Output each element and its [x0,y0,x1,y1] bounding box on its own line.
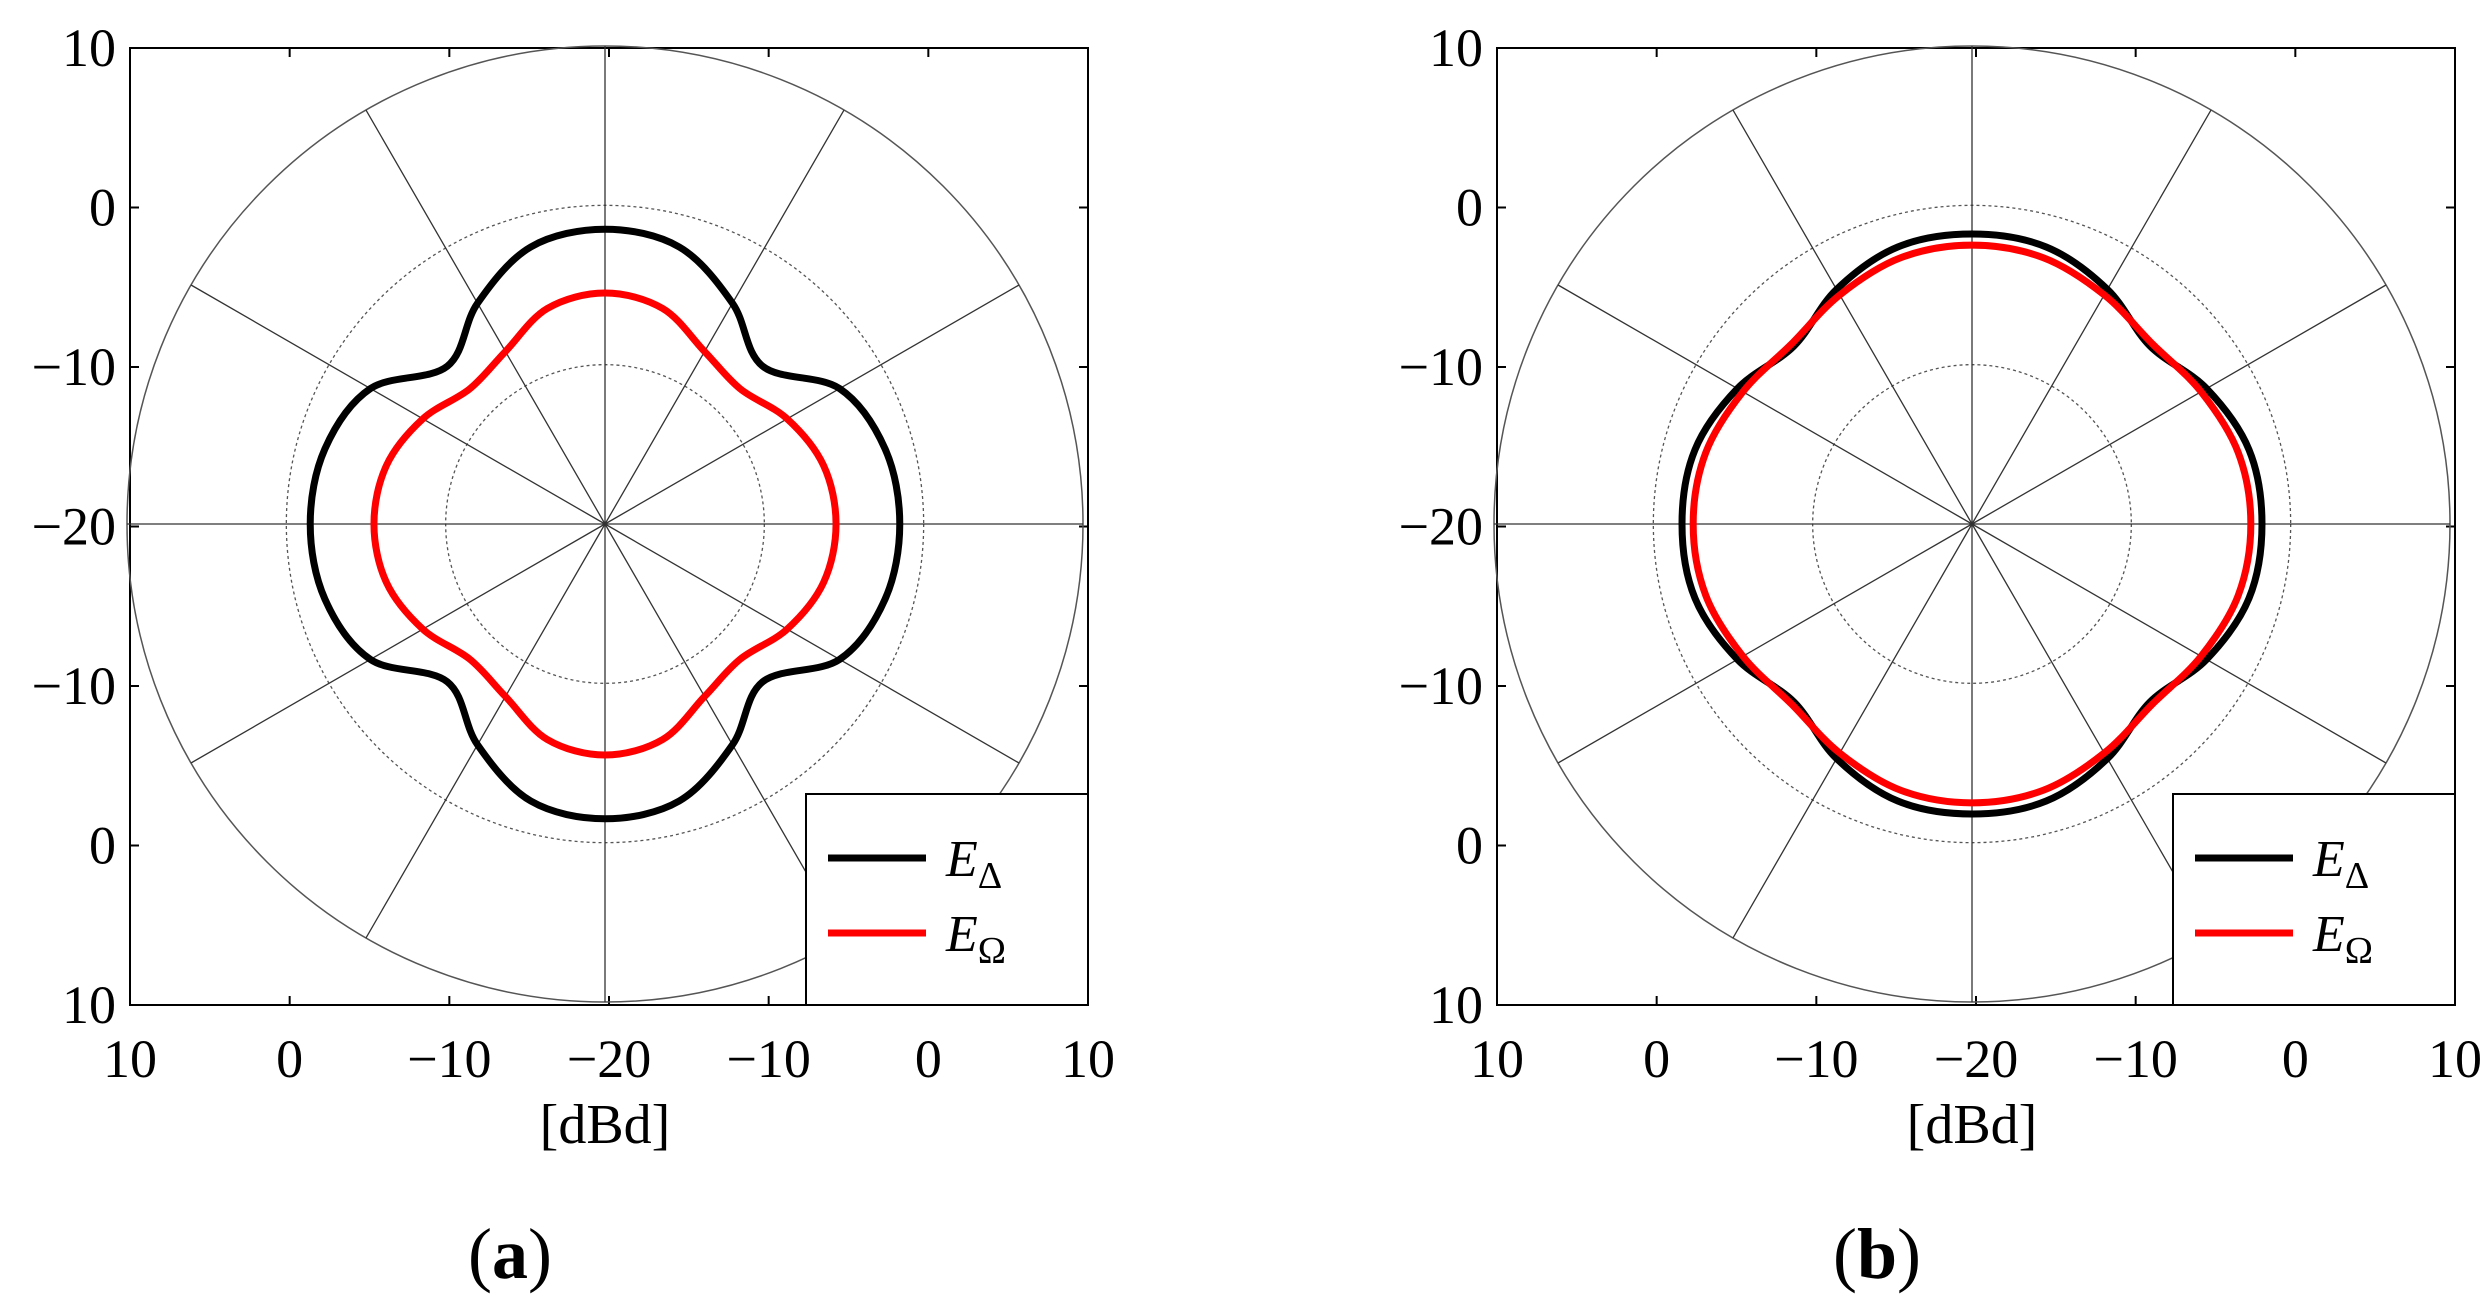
grid-spoke [604,284,1020,525]
y-tick-label: −10 [32,656,116,716]
y-tick-label: 0 [89,816,116,876]
legend-label: EΔ [2312,831,2369,897]
grid-spoke [365,109,606,525]
series-line-e-omega [370,289,840,759]
legend: EΔ EΩ [805,793,1089,1006]
x-tick-label: −10 [407,1029,491,1089]
y-tick-label: −10 [1399,337,1483,397]
y-tick-label: 10 [1429,18,1483,78]
grid-spoke [190,284,606,525]
y-tick-label: 0 [1456,816,1483,876]
legend-label: EΩ [945,906,1006,972]
grid-spoke [604,523,845,939]
legend-box [2172,793,2456,1006]
legend-box [805,793,1089,1006]
panel-label: (b) [1833,1214,1921,1294]
y-tick-label: −10 [32,337,116,397]
series-line-e-delta [306,225,904,823]
x-tick-label: −20 [567,1029,651,1089]
x-tick-label: 0 [915,1029,942,1089]
y-tick-label: 0 [1456,178,1483,238]
grid-spoke [1971,523,2387,764]
grid-spoke [604,109,845,525]
grid-spoke [1557,284,1973,525]
x-tick-label: 0 [2282,1029,2309,1089]
y-tick-label: 10 [62,975,116,1035]
grid-spoke [604,523,1020,764]
legend-label: EΩ [2312,906,2373,972]
grid-spoke [1971,523,2212,939]
x-tick-label: −20 [1934,1029,2018,1089]
x-tick-label: 0 [276,1029,303,1089]
x-tick-label: 10 [1061,1029,1115,1089]
y-tick-label: −20 [32,497,116,557]
x-tick-label: −10 [2093,1029,2177,1089]
x-tick-label: −10 [726,1029,810,1089]
x-tick-label: 0 [1643,1029,1670,1089]
x-tick-label: −10 [1774,1029,1858,1089]
y-tick-label: 10 [62,18,116,78]
y-tick-label: 0 [89,178,116,238]
grid-spoke [1557,523,1973,764]
grid-spoke [1971,284,2387,525]
panel-label: (a) [468,1214,552,1294]
grid-spoke [1971,109,2212,525]
grid-spoke [365,523,606,939]
y-tick-label: 10 [1429,975,1483,1035]
x-axis-title: [dBd] [540,1094,671,1156]
grid-spoke [1732,109,1973,525]
y-tick-label: −10 [1399,656,1483,716]
series-line-e-delta [1678,230,2266,818]
x-axis-title: [dBd] [1907,1094,2038,1156]
x-tick-label: 10 [1470,1029,1524,1089]
series-line-e-omega [1689,241,2255,807]
legend: EΔ EΩ [2172,793,2456,1006]
grid-spoke [1732,523,1973,939]
grid-spoke [190,523,606,764]
x-tick-label: 10 [103,1029,157,1089]
legend-label: EΔ [945,831,1002,897]
y-tick-label: −20 [1399,497,1483,557]
x-tick-label: 10 [2428,1029,2482,1089]
